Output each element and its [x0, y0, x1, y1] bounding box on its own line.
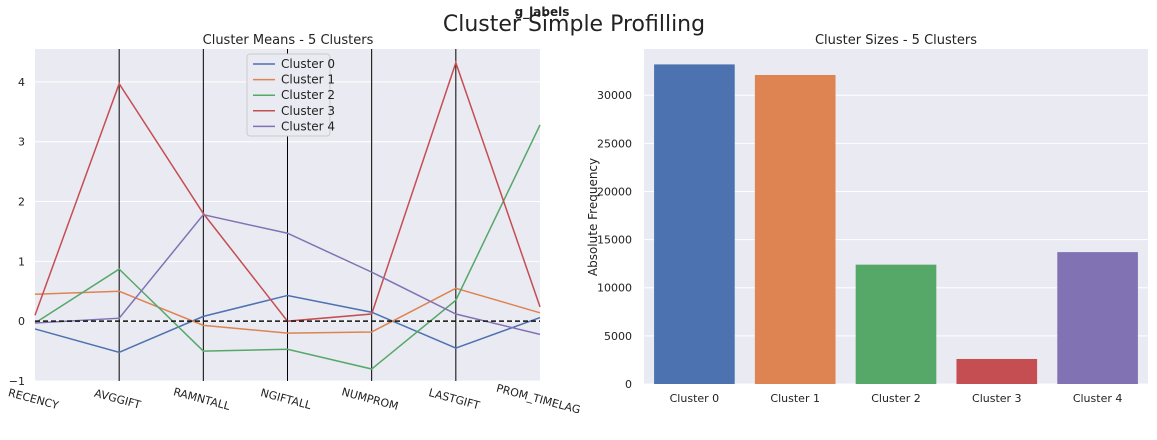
means-x-tick-label: PROM_TIMELAG: [495, 382, 582, 417]
sizes-y-tick-label: 5000: [604, 330, 632, 343]
means-x-tick-label: AVGGIFT: [93, 387, 143, 412]
means-series-line-0: [34, 294, 541, 354]
legend-entry-label: Cluster 4: [281, 119, 335, 133]
legend-entry-label: Cluster 0: [281, 57, 335, 71]
legend-entry-label: Cluster 1: [281, 73, 335, 87]
means-panel: Cluster Means - 5 Clusters 4 3 2 1 0 −1 RECEN…: [7, 33, 582, 417]
sizes-bars: [654, 64, 1138, 385]
sizes-bar-3: [956, 358, 1038, 384]
sizes-x-tick-label: Cluster 1: [770, 392, 820, 405]
sizes-bar-4: [1057, 252, 1138, 384]
sizes-x-tick-label: Cluster 3: [972, 392, 1022, 405]
sizes-x-tick-label: Cluster 2: [871, 392, 921, 405]
means-x-tick-labels: RECENCY AVGGIFT RAMNTALL NGIFTALL NUMPROM LAS…: [7, 382, 582, 417]
means-x-tick-label: NUMPROM: [340, 385, 400, 413]
sizes-y-tick-label: 10000: [597, 282, 632, 295]
sizes-y-tick-label: 25000: [597, 137, 632, 150]
sizes-x-tick-label: Cluster 4: [1073, 392, 1123, 405]
means-x-tick-label: RECENCY: [7, 386, 61, 412]
means-series-lines: [34, 60, 541, 370]
means-y-tick-labels: 4 3 2 1 0 −1: [9, 76, 25, 388]
legend-title: g_labels: [515, 5, 570, 20]
means-series-line-2: [34, 124, 541, 370]
sizes-y-axis-label: Absolute Frequency: [586, 158, 600, 276]
sizes-chart-title: Cluster Sizes - 5 Clusters: [815, 33, 977, 48]
means-legend-box: [246, 53, 331, 137]
means-y-tick-label: 2: [18, 196, 25, 209]
sizes-y-tick-label: 30000: [597, 89, 632, 102]
sizes-bar-0: [654, 64, 735, 385]
figure-suptitle: Cluster Simple Profilling: [443, 12, 705, 37]
means-chart-title: Cluster Means - 5 Clusters: [203, 33, 374, 48]
sizes-y-tick-label: 15000: [597, 234, 632, 247]
means-y-tick-label: 1: [18, 255, 25, 268]
sizes-x-tick-label: Cluster 0: [670, 392, 720, 405]
sizes-bar-1: [754, 74, 836, 384]
means-y-tick-label: 0: [18, 315, 25, 328]
means-series-line-1: [34, 287, 541, 334]
sizes-y-tick-labels: 30000 25000 20000 15000 10000 5000 0: [597, 89, 632, 391]
means-x-tick-label: NGIFTALL: [259, 386, 313, 412]
means-y-tick-label: 4: [18, 76, 25, 89]
sizes-panel: Cluster Sizes - 5 Clusters Absolute Freq…: [586, 33, 1148, 405]
sizes-bar-2: [855, 264, 937, 384]
means-y-tick-label: −1: [9, 375, 25, 388]
sizes-x-tick-labels: Cluster 0 Cluster 1 Cluster 2 Cluster 3 Clus…: [670, 392, 1123, 405]
means-series-line-4: [34, 213, 541, 336]
sizes-y-tick-label: 0: [625, 378, 632, 391]
legend-entry-label: Cluster 2: [281, 88, 335, 102]
means-y-tick-label: 3: [18, 136, 25, 149]
legend-entry-label: Cluster 3: [281, 104, 335, 118]
means-x-tick-label: LASTGIFT: [427, 386, 481, 412]
means-x-tick-label: RAMNTALL: [172, 385, 232, 413]
sizes-y-tick-label: 20000: [597, 185, 632, 198]
